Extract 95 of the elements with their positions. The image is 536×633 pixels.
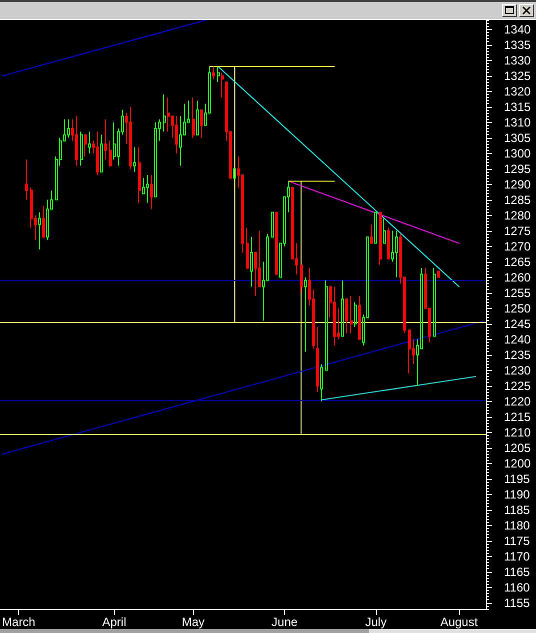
y-tick-label: 1190 bbox=[504, 487, 530, 502]
candlestick bbox=[129, 106, 132, 170]
candlestick bbox=[138, 146, 141, 204]
candlestick bbox=[175, 116, 178, 154]
y-tick-label: 1250 bbox=[504, 301, 532, 316]
x-tick-label: April bbox=[102, 615, 126, 629]
y-tick-label: 1340 bbox=[504, 22, 532, 36]
candlestick bbox=[133, 146, 136, 172]
y-tick-label: 1230 bbox=[504, 363, 532, 378]
candlestick bbox=[200, 109, 203, 138]
candlestick bbox=[271, 212, 274, 238]
candlestick bbox=[109, 140, 112, 166]
y-tick-label: 1275 bbox=[504, 224, 532, 238]
candlestick bbox=[341, 280, 344, 337]
candlestick bbox=[374, 212, 377, 244]
y-tick-label: 1225 bbox=[504, 378, 532, 393]
candlestick bbox=[246, 227, 249, 268]
candlestick bbox=[88, 131, 91, 154]
candlestick bbox=[96, 131, 99, 176]
candlestick bbox=[387, 227, 390, 260]
candlestick bbox=[25, 159, 28, 200]
candlestick bbox=[379, 212, 382, 266]
x-tick-label: May bbox=[182, 615, 204, 629]
y-tick-label: 1320 bbox=[504, 84, 532, 98]
candlestick bbox=[333, 286, 336, 346]
candlestick bbox=[408, 330, 411, 374]
x-tick-label: August bbox=[440, 615, 478, 629]
y-tick-label: 1165 bbox=[504, 564, 530, 579]
y-tick-label: 1295 bbox=[504, 162, 532, 176]
y-tick-label: 1220 bbox=[504, 394, 532, 408]
candlestick bbox=[345, 298, 348, 334]
candlestick bbox=[316, 326, 319, 392]
candlestick bbox=[370, 224, 373, 244]
y-tick-label: 1330 bbox=[504, 53, 532, 68]
candlestick bbox=[383, 218, 386, 244]
y-tick-label: 1270 bbox=[504, 239, 532, 254]
candlestick bbox=[320, 364, 323, 402]
y-tick-label: 1245 bbox=[504, 316, 532, 331]
y-tick-label: 1195 bbox=[504, 472, 530, 486]
candlestick bbox=[104, 118, 107, 160]
candlestick bbox=[100, 134, 103, 172]
y-tick-label: 1175 bbox=[504, 534, 530, 548]
y-tick-label: 1290 bbox=[504, 177, 532, 192]
candlestick bbox=[275, 212, 278, 275]
candlestick bbox=[75, 116, 78, 166]
y-tick-label: 1280 bbox=[504, 208, 532, 222]
y-tick-label: 1210 bbox=[504, 425, 532, 440]
y-tick-label: 1260 bbox=[504, 270, 532, 284]
candlestick bbox=[304, 276, 307, 352]
x-tick-label: March bbox=[2, 615, 36, 629]
candlestick bbox=[84, 134, 87, 157]
candlestick bbox=[163, 94, 166, 132]
candlestick bbox=[437, 270, 440, 278]
candlestick bbox=[358, 295, 361, 340]
candlestick bbox=[250, 236, 253, 288]
candlestick bbox=[325, 280, 328, 371]
y-tick-label: 1240 bbox=[504, 332, 532, 346]
candlestick bbox=[196, 100, 199, 136]
candlestick bbox=[146, 174, 149, 204]
y-tick-label: 1155 bbox=[504, 596, 530, 610]
candlestick bbox=[300, 264, 303, 294]
candlestick bbox=[67, 118, 70, 138]
y-tick-label: 1205 bbox=[504, 440, 532, 455]
y-tick-label: 1255 bbox=[504, 286, 532, 300]
y-tick-label: 1160 bbox=[504, 580, 530, 594]
y-tick-label: 1285 bbox=[504, 192, 532, 207]
y-tick-label: 1215 bbox=[504, 410, 532, 424]
x-tick-label: June bbox=[272, 615, 298, 629]
candlestick bbox=[217, 66, 220, 82]
y-tick-label: 1325 bbox=[504, 68, 532, 83]
candlestick bbox=[150, 174, 153, 210]
candlestick bbox=[80, 131, 83, 166]
y-tick-label: 1310 bbox=[504, 115, 532, 130]
y-tick-label: 1315 bbox=[504, 100, 532, 114]
candlestick bbox=[212, 66, 215, 80]
y-tick-label: 1185 bbox=[504, 502, 530, 517]
candlestick bbox=[221, 72, 224, 98]
candlestick bbox=[233, 168, 236, 179]
y-tick-label: 1265 bbox=[504, 254, 532, 269]
candlestick bbox=[433, 268, 436, 337]
x-tick-label: July bbox=[365, 615, 387, 629]
candlestick bbox=[42, 206, 45, 238]
candlestick bbox=[354, 302, 357, 328]
candlestick bbox=[350, 295, 353, 334]
y-tick-label: 1235 bbox=[504, 348, 532, 362]
y-tick-label: 1335 bbox=[504, 38, 532, 52]
y-tick-label: 1180 bbox=[504, 518, 530, 532]
y-tick-label: 1170 bbox=[504, 549, 530, 564]
candlestick bbox=[395, 230, 398, 278]
candlestick bbox=[38, 212, 41, 250]
y-tick-label: 1300 bbox=[504, 146, 532, 160]
candlestick bbox=[154, 122, 157, 198]
candlestick bbox=[192, 97, 195, 138]
y-tick-label: 1305 bbox=[504, 130, 532, 145]
y-tick-label: 1200 bbox=[504, 456, 532, 470]
